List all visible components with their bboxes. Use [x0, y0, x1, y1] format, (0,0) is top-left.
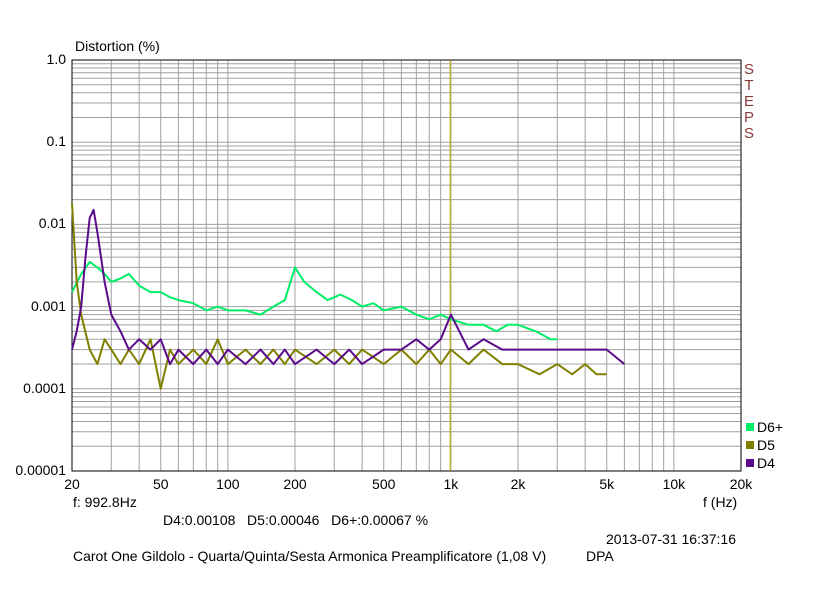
x-tick-label: 20 — [64, 476, 80, 492]
cursor-values-readout: D4:0.00108 D5:0.00046 D6+:0.00067 % — [163, 512, 429, 528]
measurement-description: Carot One Gildolo - Quarta/Quinta/Sesta … — [73, 548, 547, 564]
steps-letter: E — [743, 93, 754, 110]
y-tick-label: 0.001 — [30, 297, 66, 314]
legend-swatch — [746, 441, 754, 449]
legend-label: D5 — [757, 437, 775, 453]
chart-title: Distortion (%) — [75, 38, 160, 54]
y-tick-label: 0.0001 — [23, 379, 66, 396]
timestamp: 2013-07-31 16:37:16 — [606, 531, 736, 547]
x-tick-label: 200 — [283, 476, 307, 492]
x-tick-label: 2k — [510, 476, 526, 492]
legend-label: D4 — [757, 455, 775, 471]
legend-label: D6+ — [757, 419, 784, 435]
cursor-frequency-readout: f: 992.8Hz — [73, 494, 137, 510]
series-line-d5 — [71, 203, 607, 390]
series-line-d6plus — [71, 260, 558, 341]
plot-frame — [71, 59, 742, 472]
measurement-tag: DPA — [586, 548, 614, 564]
y-tick-label: 0.01 — [38, 215, 66, 232]
x-tick-label: 50 — [152, 476, 169, 492]
x-tick-label: 500 — [372, 476, 396, 492]
x-tick-label: 1k — [443, 476, 459, 492]
steps-letter: S — [743, 125, 754, 142]
x-tick-label: 100 — [216, 476, 240, 492]
legend-item: D5 — [746, 437, 775, 453]
y-tick-label: 0.1 — [46, 133, 66, 150]
x-tick-label: 5k — [599, 476, 615, 492]
steps-letter: T — [744, 77, 754, 94]
grid-lines — [71, 60, 742, 472]
legend-swatch — [746, 459, 754, 467]
y-tick-label: 1.0 — [46, 51, 66, 67]
legend-swatch — [746, 423, 754, 431]
series-lines — [71, 203, 626, 390]
legend-item: D6+ — [746, 419, 783, 435]
series-line-d4 — [71, 208, 626, 366]
x-axis-label: f (Hz) — [703, 494, 738, 510]
y-tick-label: 0.00001 — [15, 462, 66, 478]
steps-letter: P — [743, 109, 754, 126]
steps-letter: S — [743, 61, 754, 78]
legend-item: D4 — [746, 455, 775, 471]
x-tick-label: 20k — [729, 476, 753, 492]
x-tick-label: 10k — [662, 476, 686, 492]
